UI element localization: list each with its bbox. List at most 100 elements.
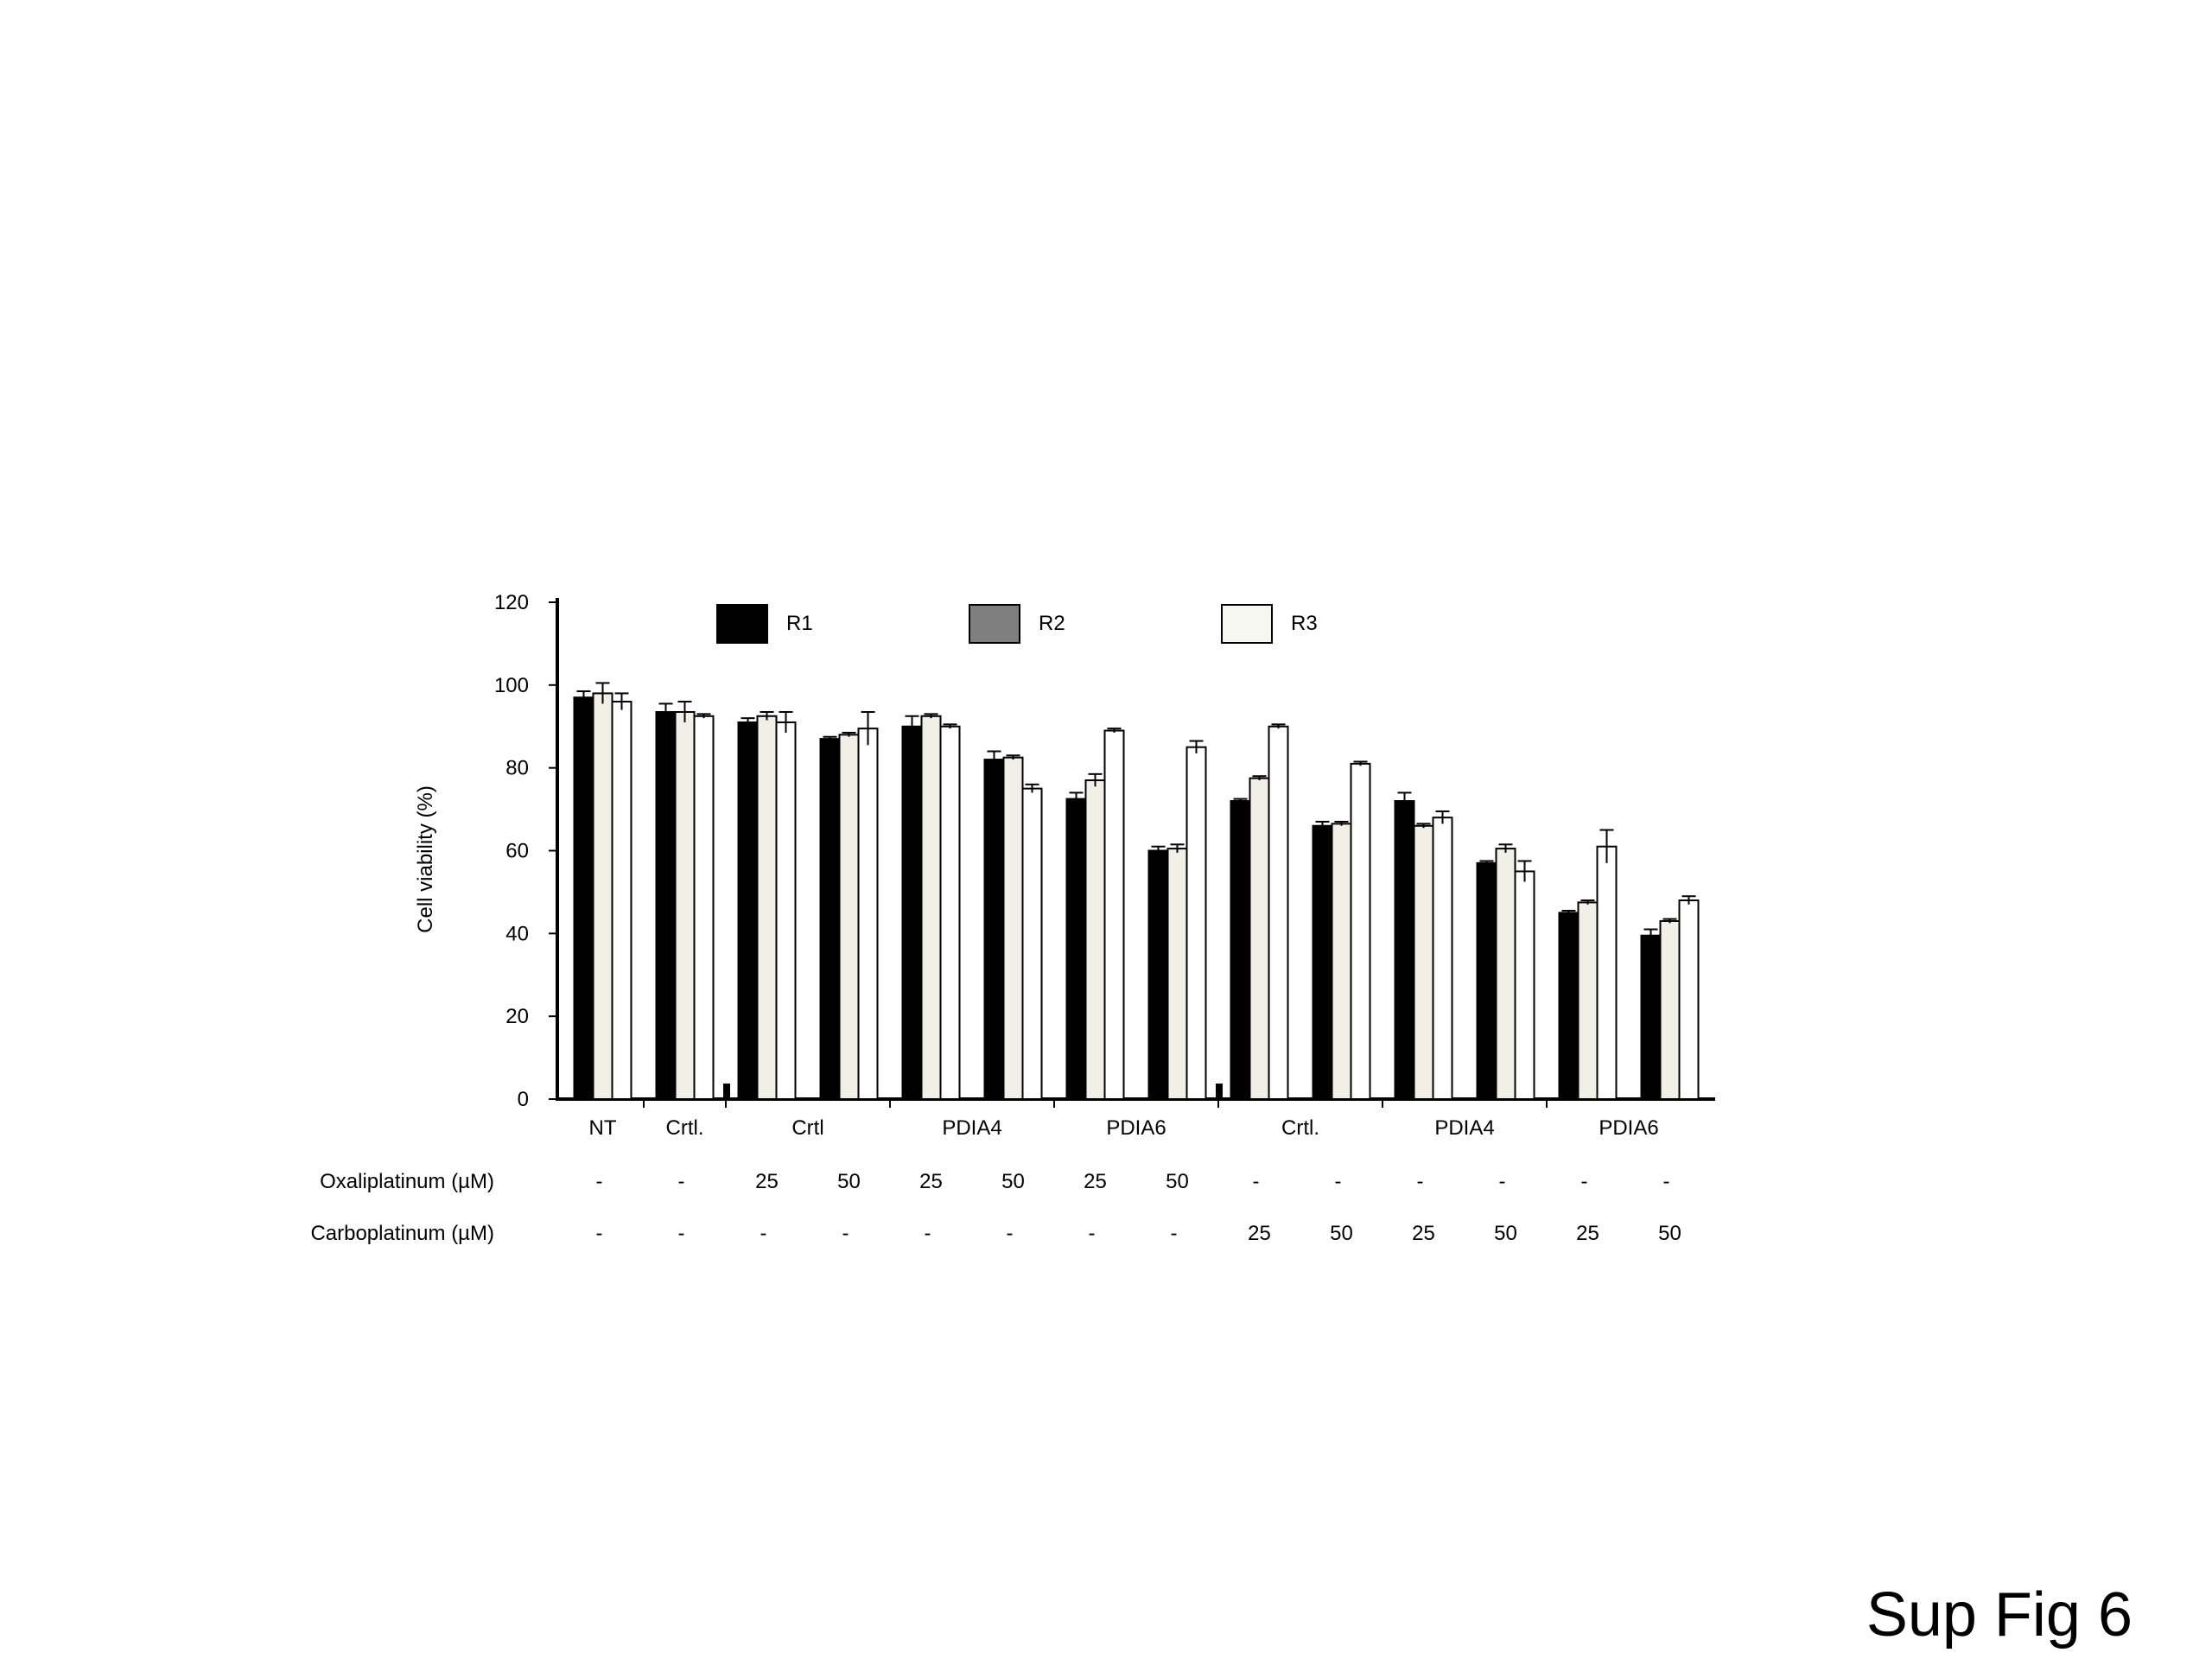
legend-swatch-R3 (1221, 604, 1273, 644)
group-label-2: Crtl (791, 1116, 823, 1140)
treatment-value-1-6: - (1089, 1222, 1096, 1245)
bar-R1-13 (1640, 934, 1662, 1100)
legend-swatch-R2 (969, 604, 1020, 644)
bar-R1-2 (737, 721, 759, 1100)
bar-R2-3 (838, 734, 860, 1100)
treatment-value-0-3: 50 (837, 1170, 861, 1193)
treatment-value-1-11: 50 (1494, 1222, 1517, 1245)
bar-R2-1 (674, 710, 696, 1101)
treatment-row-label-1: Carboplatinum (µM) (310, 1222, 494, 1245)
bar-R3-13 (1678, 899, 1700, 1100)
treatment-value-0-5: 50 (1001, 1170, 1025, 1193)
treatment-value-1-2: - (760, 1222, 767, 1245)
bar-R2-2 (756, 715, 778, 1100)
legend-label-R2: R2 (1039, 612, 1065, 635)
treatment-value-1-4: - (925, 1222, 931, 1245)
y-tick-label: 120 (494, 591, 529, 614)
bar-R3-11 (1514, 870, 1535, 1100)
group-label-0: NT (589, 1116, 617, 1140)
treatment-value-1-10: 25 (1412, 1222, 1435, 1245)
bar-R1-7 (1147, 849, 1169, 1100)
treatment-row-label-0: Oxaliplatinum (µM) (320, 1170, 494, 1193)
treatment-value-0-9: - (1335, 1170, 1342, 1193)
treatment-value-1-5: - (1007, 1222, 1014, 1245)
bar-R3-6 (1103, 729, 1125, 1101)
y-tick-label: 60 (505, 840, 529, 863)
bar-R3-7 (1185, 746, 1207, 1100)
y-tick-label: 40 (505, 922, 529, 945)
bar-R1-10 (1394, 800, 1415, 1100)
group-label-3: PDIA4 (942, 1116, 1001, 1140)
legend-label-R3: R3 (1291, 612, 1318, 635)
figure-label: Sup Fig 6 (1866, 1580, 2133, 1649)
bar-R2-11 (1495, 848, 1516, 1101)
legend-label-R1: R1 (786, 612, 813, 635)
bar-R3-8 (1268, 725, 1289, 1100)
treatment-value-1-8: 25 (1248, 1222, 1271, 1245)
group-label-5: Crtl. (1281, 1116, 1319, 1140)
bar-R2-0 (592, 692, 613, 1101)
y-tick-label: 0 (518, 1088, 529, 1111)
y-tick-label: 80 (505, 757, 529, 780)
group-separator-mark (1216, 1084, 1223, 1099)
group-label-6: PDIA4 (1434, 1116, 1494, 1140)
treatment-value-0-4: 25 (919, 1170, 943, 1193)
treatment-value-0-2: 25 (755, 1170, 779, 1193)
bar-R2-4 (920, 715, 942, 1100)
bar-R1-0 (573, 696, 594, 1100)
bar-R3-5 (1021, 787, 1043, 1100)
bar-R2-7 (1166, 848, 1188, 1101)
bar-R2-6 (1084, 779, 1106, 1101)
y-axis-label: Cell viability (%) (414, 785, 437, 933)
treatment-value-1-13: 50 (1658, 1222, 1681, 1245)
bar-R1-1 (655, 710, 677, 1101)
y-tick-label: 20 (505, 1005, 529, 1028)
chart-bars (573, 682, 1700, 1101)
treatment-value-1-1: - (678, 1222, 685, 1245)
bar-R2-13 (1659, 919, 1681, 1101)
bar-R2-12 (1577, 901, 1599, 1101)
bar-R3-10 (1432, 817, 1453, 1101)
treatment-value-0-11: - (1499, 1170, 1506, 1193)
bar-R2-8 (1249, 777, 1270, 1100)
chart-labels: Cell viability (%) NT Crtl. Crtl PDIA4 PDIA6 C… (310, 785, 1681, 1245)
treatment-value-1-3: - (842, 1222, 849, 1245)
treatment-value-0-1: - (678, 1170, 685, 1193)
bar-R1-12 (1558, 912, 1580, 1100)
treatment-value-1-12: 25 (1576, 1222, 1599, 1245)
bar-R3-12 (1596, 845, 1618, 1100)
y-tick-label: 100 (494, 674, 529, 697)
group-label-1: Crtl. (666, 1116, 704, 1140)
bar-R1-8 (1230, 800, 1251, 1100)
bar-R3-4 (939, 725, 961, 1100)
treatment-value-0-12: - (1581, 1170, 1588, 1193)
treatment-value-1-9: 50 (1330, 1222, 1353, 1245)
bar-R1-5 (983, 759, 1005, 1100)
treatment-value-0-13: - (1663, 1170, 1670, 1193)
bar-R2-9 (1331, 823, 1352, 1101)
bar-R3-1 (693, 715, 715, 1100)
chart-legend: R1 R2 R3 (716, 604, 1318, 644)
group-separator-mark (723, 1084, 730, 1099)
treatment-value-0-8: - (1253, 1170, 1260, 1193)
group-label-4: PDIA6 (1106, 1116, 1166, 1140)
treatment-value-1-0: - (596, 1222, 603, 1245)
bar-R3-2 (775, 721, 797, 1100)
treatment-value-1-7: - (1171, 1222, 1178, 1245)
treatment-value-0-0: - (596, 1170, 603, 1193)
bar-R1-11 (1476, 861, 1497, 1100)
treatment-value-0-7: 50 (1166, 1170, 1189, 1193)
bar-R1-3 (819, 738, 841, 1100)
group-label-7: PDIA6 (1599, 1116, 1658, 1140)
bar-R1-4 (901, 725, 923, 1100)
treatment-value-0-6: 25 (1084, 1170, 1107, 1193)
bar-R2-5 (1002, 756, 1024, 1100)
bar-R1-6 (1065, 798, 1087, 1101)
bar-R3-3 (857, 728, 879, 1100)
treatment-value-0-10: - (1417, 1170, 1424, 1193)
bar-R3-0 (611, 701, 632, 1100)
bar-R1-9 (1312, 824, 1333, 1100)
legend-swatch-R1 (716, 604, 768, 644)
bar-R2-10 (1413, 824, 1434, 1100)
